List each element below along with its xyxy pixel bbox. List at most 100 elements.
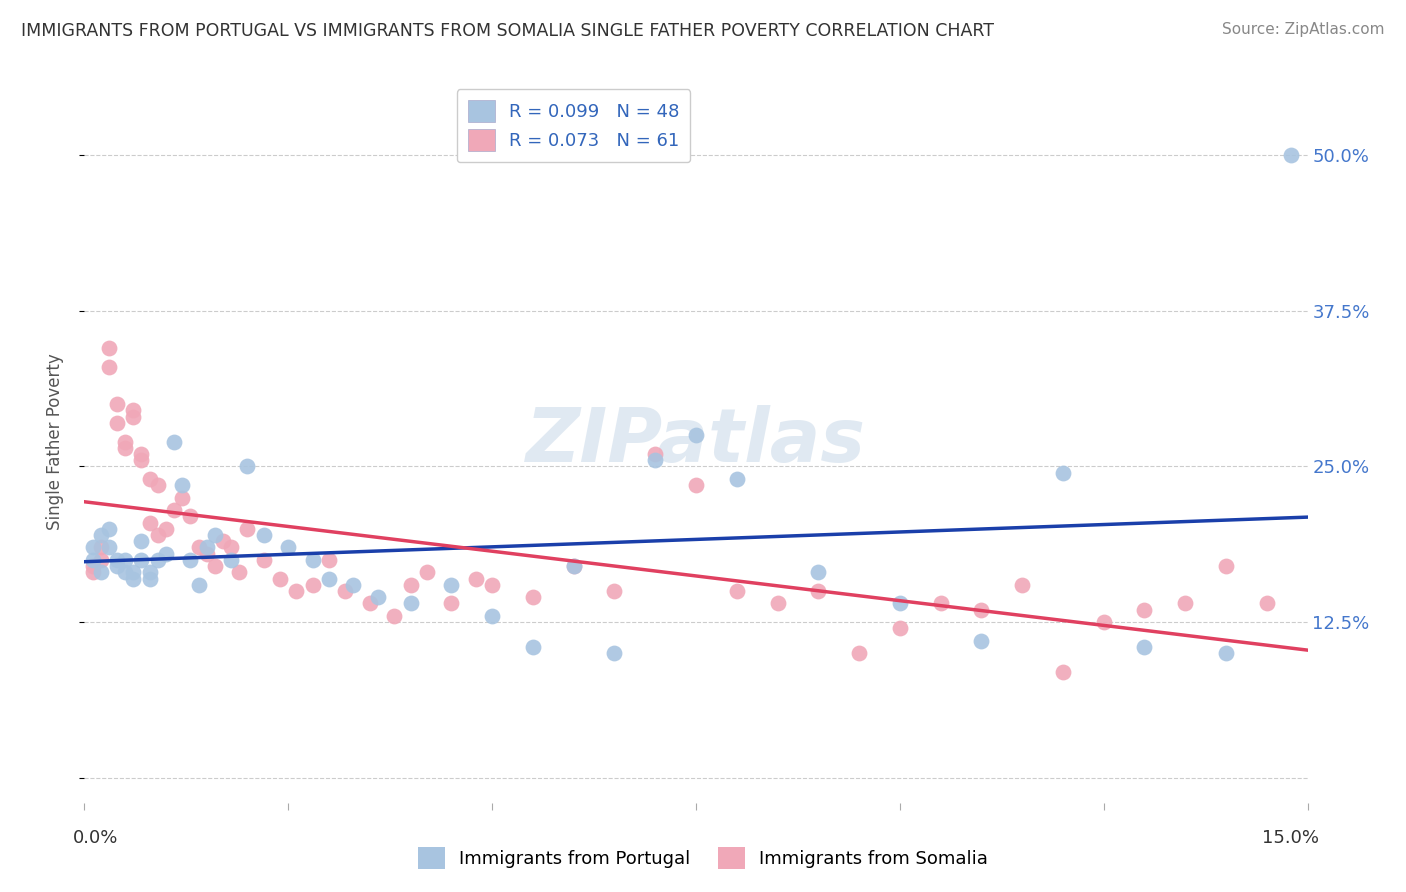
Point: [236, 459, 259, 474]
Point: [766, 597, 789, 611]
Point: [105, 397, 128, 411]
Point: [131, 534, 153, 549]
Point: [228, 566, 250, 580]
Point: [399, 578, 422, 592]
Point: [155, 547, 177, 561]
Point: [179, 509, 201, 524]
Point: [82, 541, 104, 555]
Point: [90, 541, 112, 555]
Point: [146, 528, 169, 542]
Point: [90, 528, 112, 542]
Point: [685, 428, 707, 442]
Point: [105, 416, 128, 430]
Point: [399, 597, 422, 611]
Point: [562, 559, 585, 574]
Point: [725, 472, 748, 486]
Text: ZIPatlas: ZIPatlas: [526, 405, 866, 478]
Point: [562, 559, 585, 574]
Point: [335, 584, 357, 599]
Point: [90, 566, 112, 580]
Point: [146, 553, 169, 567]
Point: [1279, 148, 1302, 162]
Point: [318, 553, 340, 567]
Point: [187, 541, 209, 555]
Point: [114, 553, 136, 567]
Point: [440, 597, 463, 611]
Point: [269, 572, 291, 586]
Point: [416, 566, 439, 580]
Point: [301, 553, 323, 567]
Point: [889, 621, 911, 635]
Point: [367, 591, 389, 605]
Point: [138, 566, 160, 580]
Point: [82, 566, 104, 580]
Legend: R = 0.099   N = 48, R = 0.073   N = 61: R = 0.099 N = 48, R = 0.073 N = 61: [457, 89, 690, 162]
Point: [138, 572, 160, 586]
Point: [114, 434, 136, 449]
Point: [163, 434, 186, 449]
Point: [179, 553, 201, 567]
Point: [82, 559, 104, 574]
Text: Source: ZipAtlas.com: Source: ZipAtlas.com: [1222, 22, 1385, 37]
Text: 0.0%: 0.0%: [73, 829, 118, 847]
Point: [1011, 578, 1033, 592]
Point: [253, 528, 276, 542]
Point: [807, 566, 830, 580]
Point: [131, 453, 153, 467]
Point: [122, 572, 145, 586]
Point: [195, 547, 218, 561]
Point: [1256, 597, 1278, 611]
Point: [1052, 466, 1074, 480]
Point: [122, 566, 145, 580]
Point: [848, 646, 870, 660]
Point: [163, 503, 186, 517]
Point: [146, 478, 169, 492]
Point: [97, 341, 120, 355]
Point: [1052, 665, 1074, 679]
Point: [464, 572, 486, 586]
Point: [204, 528, 226, 542]
Point: [172, 478, 194, 492]
Point: [440, 578, 463, 592]
Point: [301, 578, 323, 592]
Point: [212, 534, 235, 549]
Point: [105, 559, 128, 574]
Y-axis label: Single Father Poverty: Single Father Poverty: [45, 353, 63, 530]
Point: [90, 553, 112, 567]
Point: [522, 591, 544, 605]
Point: [603, 646, 626, 660]
Point: [1133, 640, 1156, 654]
Point: [285, 584, 308, 599]
Point: [1092, 615, 1115, 630]
Point: [481, 609, 503, 624]
Point: [97, 359, 120, 374]
Point: [122, 409, 145, 424]
Point: [187, 578, 209, 592]
Point: [970, 633, 993, 648]
Point: [382, 609, 405, 624]
Point: [114, 441, 136, 455]
Text: 15.0%: 15.0%: [1263, 829, 1319, 847]
Point: [481, 578, 503, 592]
Point: [131, 553, 153, 567]
Point: [105, 553, 128, 567]
Point: [318, 572, 340, 586]
Legend: Immigrants from Portugal, Immigrants from Somalia: Immigrants from Portugal, Immigrants fro…: [409, 838, 997, 879]
Point: [195, 541, 218, 555]
Point: [1174, 597, 1197, 611]
Point: [889, 597, 911, 611]
Point: [97, 522, 120, 536]
Point: [1133, 603, 1156, 617]
Point: [138, 472, 160, 486]
Point: [970, 603, 993, 617]
Point: [603, 584, 626, 599]
Point: [97, 541, 120, 555]
Point: [807, 584, 830, 599]
Point: [138, 516, 160, 530]
Point: [929, 597, 952, 611]
Point: [1215, 559, 1237, 574]
Point: [155, 522, 177, 536]
Point: [359, 597, 381, 611]
Point: [219, 553, 242, 567]
Point: [277, 541, 299, 555]
